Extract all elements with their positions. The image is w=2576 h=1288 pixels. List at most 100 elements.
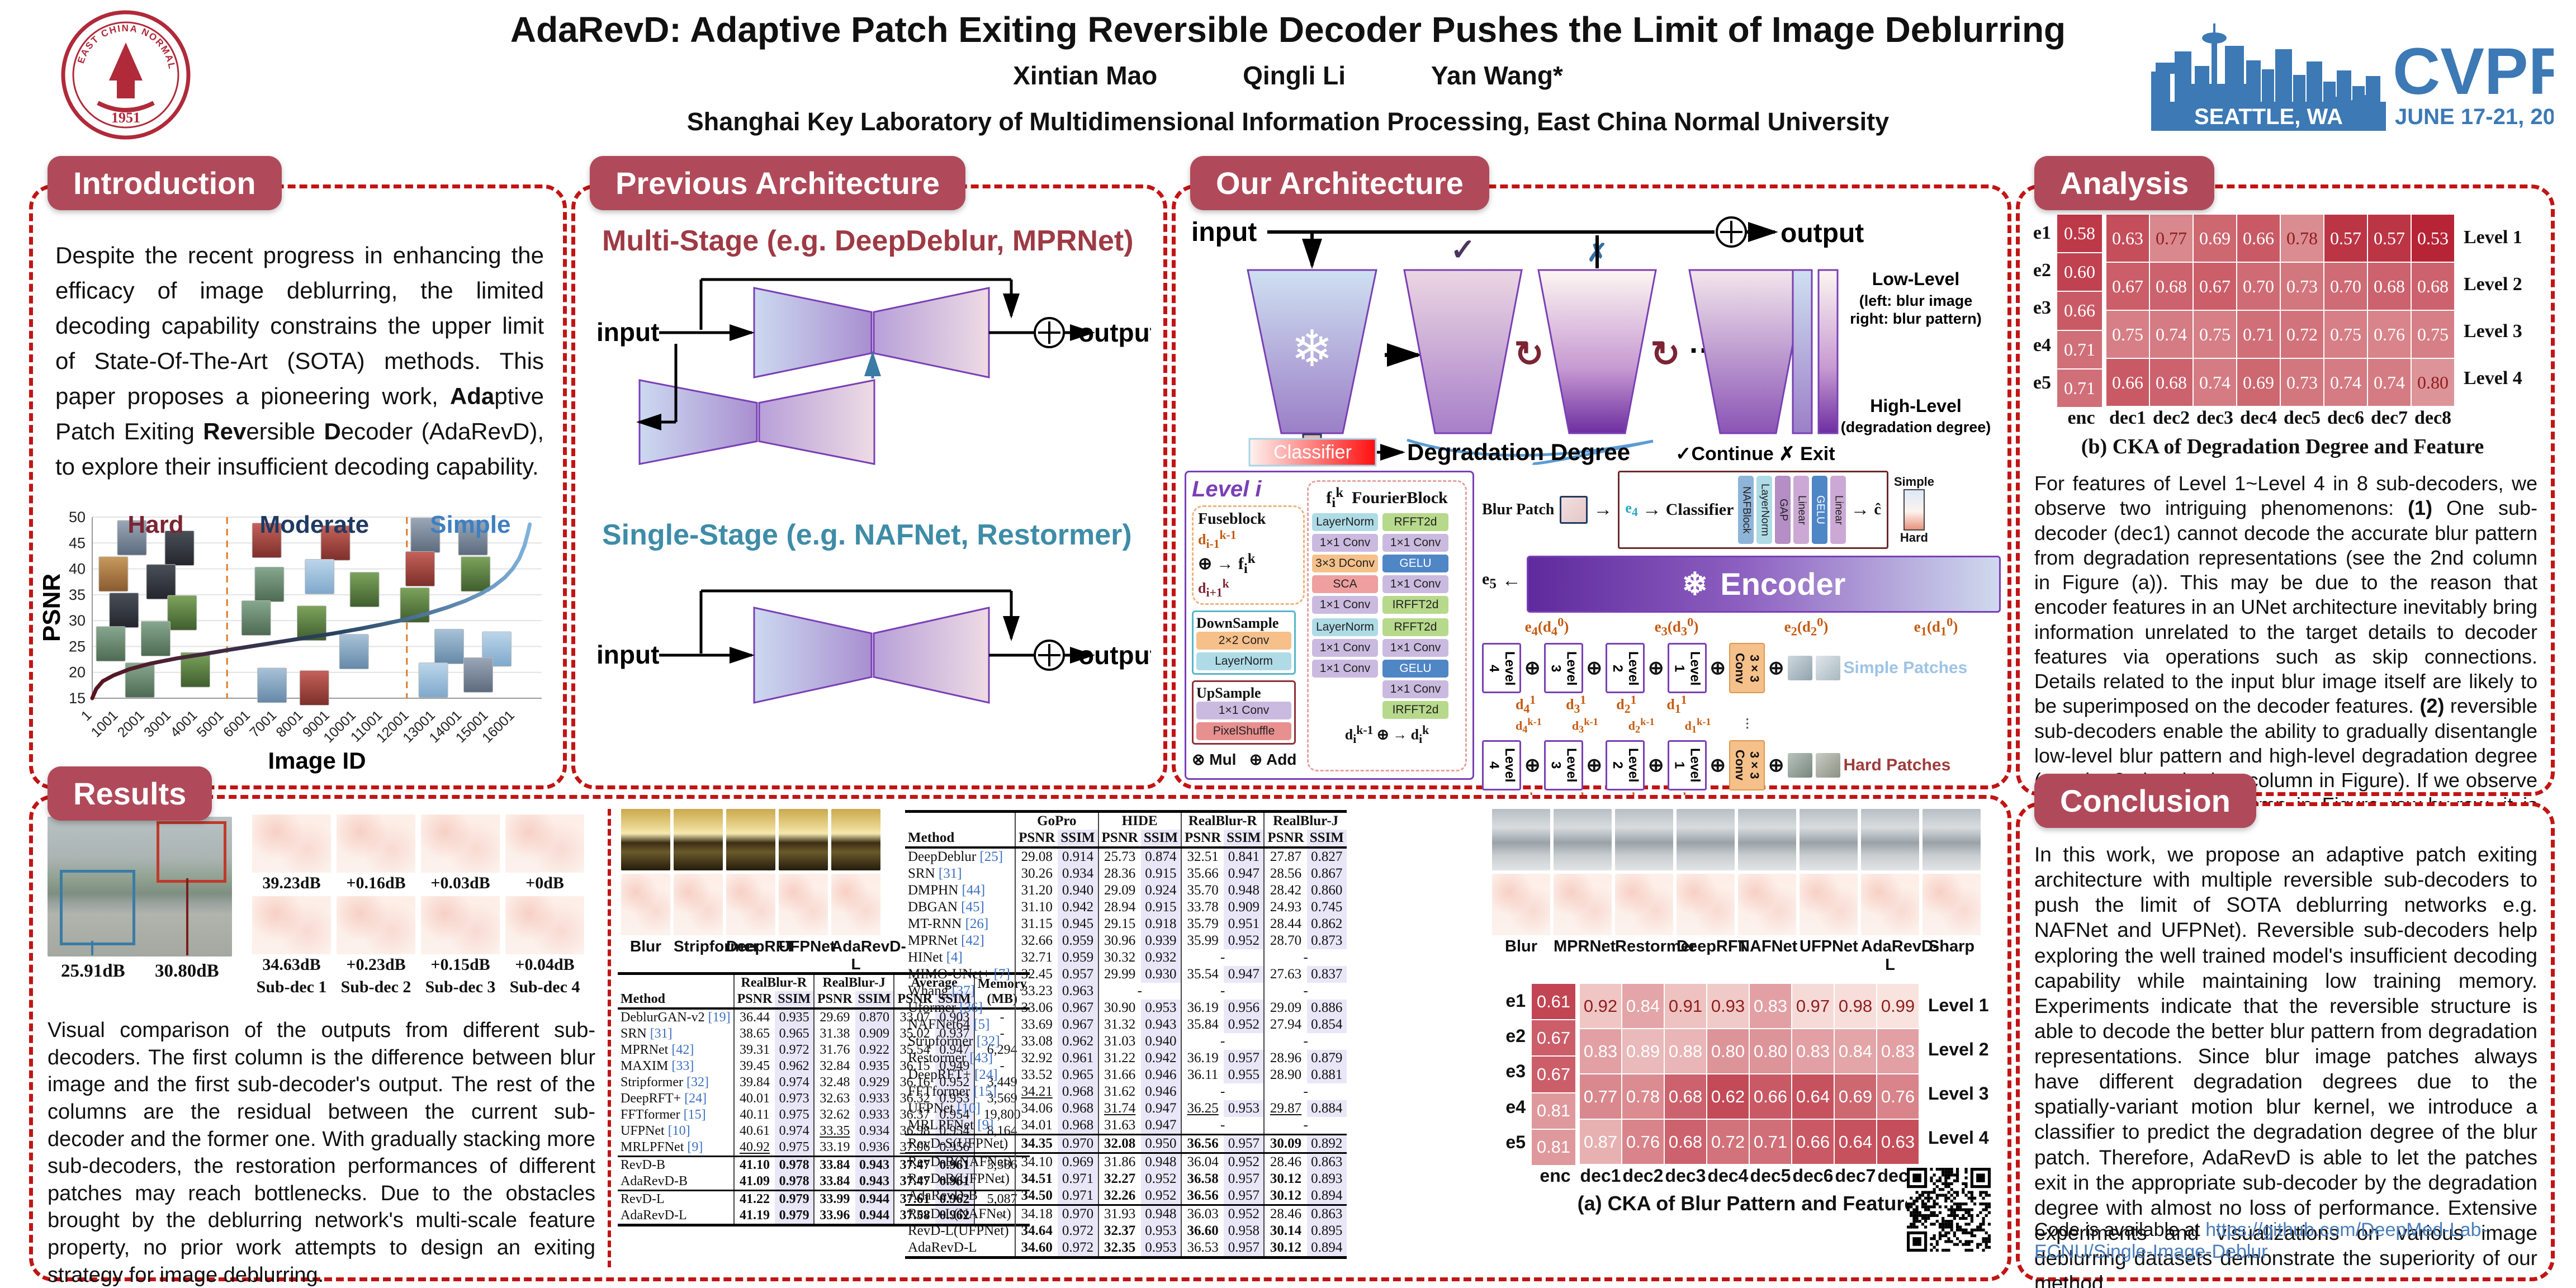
table-cell: -	[1263, 1117, 1347, 1135]
heatmap-col-label: dec2	[1622, 1165, 1664, 1186]
table-cell: 0.940	[1058, 882, 1098, 899]
table-cell: SSIM	[775, 991, 814, 1008]
psnr-label: 25.91dB	[61, 961, 125, 981]
heatmap-col-label: dec3	[2196, 407, 2234, 428]
method-residual-image	[1492, 874, 1550, 935]
residual-db-label: +0.04dB	[515, 955, 575, 974]
table-cell: DeblurGAN-v2 [19]	[621, 1010, 731, 1025]
code-availability-line: Code is available at https://github.com/…	[2034, 1219, 2551, 1263]
fuseblock: Fuseblock di-1k-1 ⊕ → fik di+1k	[1192, 505, 1305, 605]
authors-line: Xintian Mao Qingli Li Yan Wang*	[0, 60, 2576, 91]
table-cell: 37.47	[893, 1156, 936, 1173]
method-output-photo	[1554, 809, 1612, 870]
fuse-input-bottom: di+1k	[1198, 576, 1229, 599]
heatmap-level-label: Level 1	[1928, 995, 1989, 1015]
introduction-text: Despite the recent progress in enhancing…	[55, 242, 544, 480]
level-module: Level 4	[1482, 643, 1521, 694]
heatmap-col-label: dec5	[1750, 1165, 1791, 1186]
table-cell: 32.66	[1015, 932, 1058, 949]
method-residual-image	[831, 874, 880, 935]
heatmap-cell: 0.74	[2324, 358, 2367, 406]
table-cell: 36.16	[893, 1074, 936, 1091]
heatmap-cell: 0.70	[2237, 262, 2280, 310]
github-link[interactable]: https://github.com/DeepMed-Lab-ECNU/Sing…	[2034, 1219, 2488, 1262]
table-cell: RevD-L(UFPNet)	[908, 1223, 1009, 1238]
gopro-method-strip: Blur MPRNet Restormer DeepRFT NAFNet UFPNet Ad…	[1492, 809, 1990, 974]
svg-text:4001: 4001	[167, 707, 200, 740]
table-cell: 34.35	[1015, 1134, 1058, 1153]
degree-colorbar: Simple Hard	[1894, 475, 1934, 545]
thumbnail-image	[320, 525, 351, 561]
table-cell: 32.51	[1180, 847, 1224, 865]
method-strip-label: Restormer	[1615, 937, 1697, 955]
heatmap-cell: 0.92	[1579, 983, 1622, 1029]
heatmap-caption: (a) CKA of Blur Pattern and Feature	[1577, 1191, 1916, 1215]
ecnu-logo: EAST CHINA NORMAL UNIVERSITY 1951	[59, 8, 191, 140]
table-cell: 28.42	[1263, 882, 1307, 899]
table-cell: 31.15	[1015, 916, 1058, 932]
e5-label: e5	[1482, 569, 1497, 591]
fuse-add-icon: ⊕ → fik	[1198, 551, 1256, 576]
method-strip-label: MPRNet	[1554, 937, 1616, 955]
method-output-photo	[1922, 809, 1981, 870]
method-strip-label: Blur	[1505, 937, 1537, 955]
section-title-analysis: Analysis	[2034, 156, 2215, 210]
table-cell: 0.933	[855, 1091, 894, 1107]
table-cell: 28.46	[1263, 1153, 1307, 1171]
svg-text:5001: 5001	[194, 707, 227, 740]
level-i-title: Level i	[1192, 477, 1262, 501]
table-cell: 31.86	[1097, 1153, 1141, 1171]
heatmap-cell: 0.93	[1707, 983, 1749, 1029]
level-module: Level 3	[1543, 740, 1583, 790]
mul-add-legend: ⊗ Mul ⊕ Add	[1192, 750, 1297, 768]
table-cell: AdaRevD-L	[908, 1240, 977, 1255]
heatmap-cell: 0.80	[1707, 1029, 1749, 1074]
method-output-photo	[1615, 809, 1673, 870]
svg-text:6001: 6001	[220, 707, 253, 740]
table-cell: 34.10	[1015, 1153, 1058, 1171]
table-cell: 41.10	[733, 1156, 775, 1173]
table-cell: 0.953	[1140, 1239, 1181, 1258]
panel-introduction: Introduction Despite the recent progress…	[29, 156, 567, 789]
table-cell: 36.32	[893, 1091, 936, 1107]
svg-text:1001: 1001	[88, 707, 121, 740]
table-cell: 30.12	[1263, 1171, 1307, 1187]
classifier-chip: Linear	[1793, 476, 1810, 544]
thumbnail-image	[252, 523, 282, 558]
fourier-chip: LayerNorm	[1312, 618, 1378, 636]
fuseblock-title: Fuseblock	[1198, 510, 1266, 528]
table-cell: HIDE	[1097, 811, 1181, 830]
table-cell: 41.09	[733, 1173, 775, 1191]
add-icon: ⊕	[1648, 657, 1664, 679]
svg-text:input: input	[596, 318, 659, 347]
table-cell: 32.84	[813, 1058, 855, 1074]
table-cell: 30.26	[1015, 865, 1058, 882]
table-cell: 0.932	[1140, 949, 1181, 966]
table-cell: 0.957	[1224, 1239, 1265, 1258]
table-cell: 0.961	[935, 1156, 974, 1173]
svg-text:Simple: Simple	[430, 511, 510, 538]
heatmap-row-label: e1	[2033, 222, 2051, 243]
table-cell: 0.873	[1306, 932, 1347, 949]
upsample-chip: PixelShuffle	[1196, 722, 1291, 740]
table-cell: 0.962	[775, 1058, 814, 1074]
table-cell: RealBlur-R	[733, 973, 814, 991]
table-cell: 0.863	[1306, 1205, 1347, 1223]
table-cell: 0.979	[775, 1190, 814, 1208]
thumbnail-image	[98, 556, 129, 592]
table-cell: 0.874	[1140, 847, 1181, 865]
table-cell: 31.76	[813, 1042, 855, 1058]
adarevd-detail-diagram: Level i Fuseblock di-1k-1 ⊕ → fik di+1k …	[1185, 471, 2001, 813]
fourier-chip: IRFFT2d	[1382, 701, 1448, 719]
heatmap-cell: 0.89	[1622, 1029, 1664, 1074]
table-cell: Stripformer [32]	[908, 1034, 1000, 1049]
method-output-photo	[1738, 809, 1796, 870]
table-cell: 0.958	[1224, 1223, 1265, 1239]
svg-text:3001: 3001	[141, 707, 174, 740]
svg-text:45: 45	[69, 534, 86, 551]
table-cell: SSIM	[1058, 830, 1098, 847]
svg-text:Image ID: Image ID	[268, 747, 366, 774]
heatmap-cell: 0.63	[2106, 214, 2149, 262]
table-cell: 32.37	[1097, 1223, 1141, 1239]
table-cell: 32.92	[1015, 1050, 1058, 1067]
